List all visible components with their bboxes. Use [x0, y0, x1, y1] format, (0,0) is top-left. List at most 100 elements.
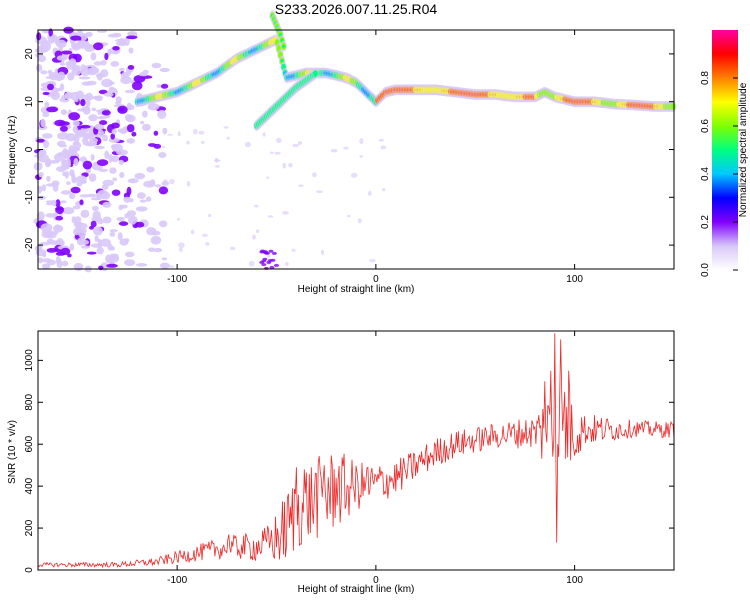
spectrogram-noise-cell	[37, 54, 47, 63]
spectrogram-noise-cell	[98, 168, 108, 172]
spectrogram-noise-cell	[85, 100, 91, 107]
spectrogram-noise-cell	[63, 161, 71, 169]
spectrogram-noise-cell	[48, 72, 58, 78]
spectrogram-noise-cell	[153, 143, 162, 149]
spectrogram-noise-cell	[79, 199, 84, 205]
spectrogram-noise-cell	[91, 205, 99, 212]
spectrogram-noise-cell	[71, 67, 81, 76]
spectrogram-noise-cell	[66, 62, 76, 70]
spectrogram-noise-cell	[69, 243, 75, 251]
colorbar-tick-label: 0.8	[700, 71, 711, 85]
spectrogram-noise-cell	[126, 124, 135, 133]
spectrogram-noise-cell	[186, 180, 191, 187]
spectrogram-noise-cell	[141, 123, 151, 131]
spectrogram-y-tick-label: 20	[24, 48, 35, 60]
spectrogram-noise-cell	[267, 215, 274, 218]
spectrogram-noise-cell	[78, 40, 90, 46]
spectrogram-noise-cell	[298, 184, 304, 187]
spectrogram-noise-cell	[253, 204, 259, 208]
spectrogram-noise-cell	[37, 257, 44, 264]
spectrogram-noise-cell	[86, 251, 97, 255]
spectrogram-noise-cell	[282, 211, 289, 215]
spectrogram-noise-cell	[169, 178, 175, 185]
spectrogram-noise-cell	[91, 107, 97, 112]
spectrogram-noise-cell	[285, 261, 289, 267]
spectrogram-noise-cell	[282, 162, 287, 169]
spectrogram-noise-cell	[40, 223, 53, 232]
spectrogram-noise-cell	[106, 263, 118, 268]
spectrogram-plot-area	[38, 30, 674, 269]
spectrogram-noise-cell	[126, 104, 135, 111]
spectrogram-noise-cell	[265, 176, 270, 179]
colorbar-tick-label: 0.2	[700, 215, 711, 229]
spectrogram-noise-cell	[80, 124, 91, 129]
spectrogram-noise-cell	[291, 248, 296, 252]
spectrogram-noise-cell	[214, 157, 219, 163]
spectrogram-noise-cell	[98, 265, 104, 271]
spectrogram-noise-cell	[176, 218, 181, 221]
spectrogram-noise-cell	[94, 95, 103, 102]
spectrogram-noise-cell	[102, 201, 112, 208]
spectrogram-noise-cell	[161, 257, 167, 261]
spectrogram-noise-cell	[320, 249, 325, 256]
spectrogram-noise-cell	[71, 44, 81, 51]
snr-frame	[37, 330, 675, 571]
spectrogram-noise-cell	[46, 238, 54, 244]
spectrogram-noise-cell	[178, 247, 183, 252]
snr-series-line	[37, 333, 675, 569]
spectrogram-noise-cell	[198, 130, 205, 135]
spectrogram-noise-cell	[41, 184, 47, 192]
spectrogram-noise-cell	[86, 193, 97, 198]
spectrogram-noise-cell	[126, 186, 132, 196]
spectrogram-noise-cell	[343, 146, 349, 150]
spectrogram-noise-cell	[126, 138, 136, 144]
spectrogram-noise-cell	[107, 243, 113, 251]
spectrogram-noise-cell	[61, 50, 73, 55]
spectrogram-noise-cell	[72, 141, 82, 150]
spectrogram-noise-cell	[104, 52, 109, 61]
spectrogram-noise-cell	[135, 206, 148, 212]
spectrogram-noise-cell	[128, 215, 138, 225]
spectrogram-noise-cell	[36, 32, 42, 41]
spectrogram-noise-cell	[229, 246, 236, 251]
spectrogram-noise-cell	[109, 253, 119, 259]
spectrogram-noise-cell	[49, 160, 60, 164]
spectrogram-noise-cell	[119, 67, 125, 72]
spectrogram-noise-cell	[127, 31, 138, 36]
spectrogram-noise-cell	[71, 176, 78, 184]
spectrogram-noise-cell	[346, 214, 351, 218]
snr-x-tick-label: -100	[167, 575, 187, 586]
spectrogram-noise-cell	[128, 47, 134, 54]
spectrogram-noise-cell	[134, 221, 145, 228]
spectrogram-x-tick-label: 100	[566, 274, 583, 285]
spectrogram-noise-cell	[119, 204, 128, 209]
spectrogram-noise-cell	[127, 65, 135, 70]
spectrogram-noise-cell	[41, 263, 51, 270]
spectrogram-noise-cell	[55, 199, 61, 208]
spectrogram-noise-cell	[125, 251, 135, 258]
spectrogram-noise-cell	[90, 52, 97, 61]
spectrogram-noise-cell	[121, 71, 129, 80]
spectrogram-noise-cell	[80, 99, 86, 107]
spectrogram-noise-cell	[292, 143, 300, 148]
spectrogram-noise-cell	[139, 199, 147, 203]
spectrogram-noise-cell	[177, 131, 181, 137]
spectrogram-y-axis-label: Frequency (Hz)	[7, 116, 18, 185]
spectrogram-noise-cell	[153, 130, 159, 136]
spectrogram-noise-cell	[69, 169, 75, 177]
spectrogram-noise-cell	[96, 246, 104, 255]
spectrogram-noise-cell	[74, 221, 83, 229]
spectrogram-noise-cell	[104, 150, 110, 159]
spectrogram-noise-cell	[38, 172, 44, 178]
spectrogram-noise-cell	[135, 263, 148, 267]
spectrogram-noise-cell	[45, 183, 58, 187]
spectrogram-noise-cell	[125, 35, 138, 40]
spectrogram-noise-cell	[147, 103, 160, 111]
spectrogram-noise-cell	[40, 118, 46, 128]
spectrogram-noise-cell	[96, 192, 102, 200]
spectrogram-noise-cell	[126, 210, 137, 217]
spectrogram-y-tick-label: -10	[24, 190, 35, 205]
spectrogram-noise-cell	[72, 120, 80, 127]
